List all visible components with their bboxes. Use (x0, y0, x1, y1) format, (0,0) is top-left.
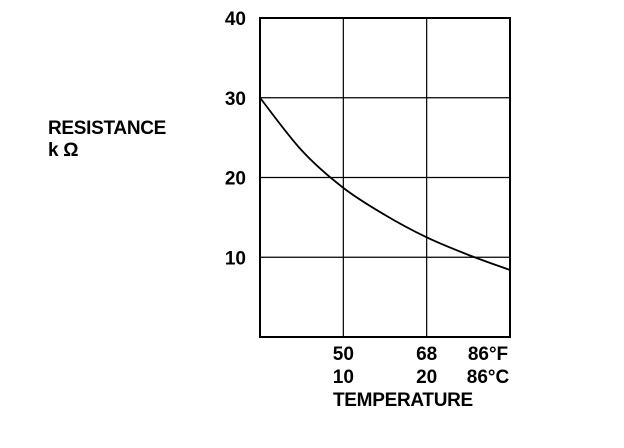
y-tick-label: 40 (225, 9, 246, 30)
x-tick-label-celsius: 86°C (467, 367, 510, 388)
x-tick-label-fahrenheit: 68 (416, 344, 437, 365)
x-tick-label-fahrenheit: 86°F (468, 344, 508, 365)
y-axis-unit: k Ω (48, 140, 79, 161)
x-tick-label-celsius: 10 (333, 367, 354, 388)
y-tick-label: 10 (225, 248, 246, 269)
plot-frame (259, 17, 511, 338)
y-tick-labels: 10 20 30 40 (225, 9, 246, 269)
y-tick-label: 30 (225, 89, 246, 110)
y-axis-title: RESISTANCE (48, 118, 167, 139)
x-tick-label-celsius: 20 (416, 367, 437, 388)
resistance-curve (259, 97, 511, 271)
x-axis-title: TEMPERATURE (333, 390, 473, 411)
x-tick-label-fahrenheit: 50 (333, 344, 354, 365)
grid-lines (260, 18, 510, 337)
y-tick-label: 20 (225, 169, 246, 190)
